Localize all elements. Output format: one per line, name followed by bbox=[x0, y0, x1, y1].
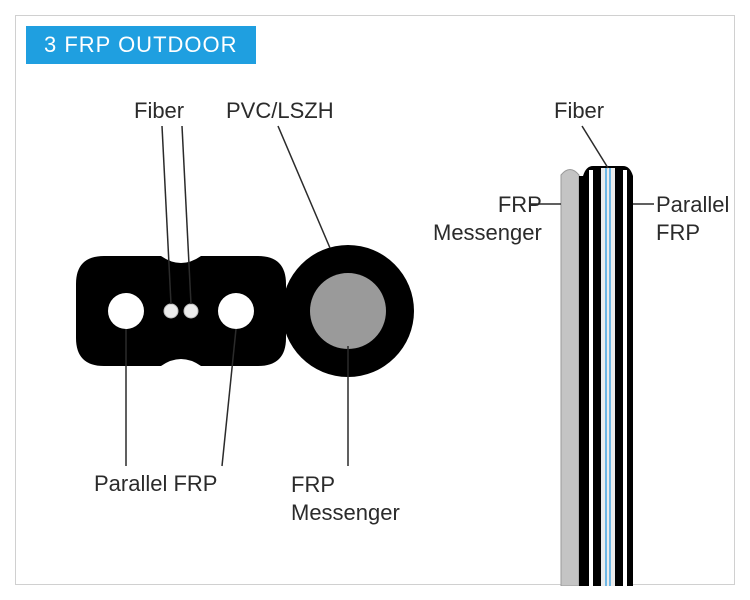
leader-fiber-2 bbox=[182, 126, 191, 304]
fiber-b bbox=[184, 304, 198, 318]
side-neck bbox=[579, 176, 583, 586]
leader-side-fiber bbox=[582, 126, 608, 168]
flat-cable-body bbox=[76, 256, 286, 366]
fiber-a bbox=[164, 304, 178, 318]
label-side-fiber: Fiber bbox=[554, 98, 604, 124]
messenger-inner bbox=[310, 273, 386, 349]
frp-left bbox=[108, 293, 144, 329]
label-side-parallel-frp: Parallel FRP bbox=[656, 191, 729, 246]
frp-right bbox=[218, 293, 254, 329]
side-flat-body bbox=[583, 166, 633, 586]
leader-pvc bbox=[278, 126, 330, 248]
label-pvc: PVC/LSZH bbox=[226, 98, 334, 124]
label-side-frp-messenger: FRP Messenger bbox=[433, 191, 542, 246]
messenger-outer bbox=[282, 245, 414, 377]
label-parallel-frp: Parallel FRP bbox=[94, 471, 217, 497]
side-frp-white-r bbox=[623, 170, 627, 586]
title-text: 3 FRP OUTDOOR bbox=[44, 32, 238, 57]
leader-fiber-1 bbox=[162, 126, 171, 304]
label-fiber: Fiber bbox=[134, 98, 184, 124]
label-frp-messenger: FRPMessenger bbox=[291, 471, 400, 526]
diagram-frame: 3 FRP OUTDOOR Fiber PVC/LSZH Parallel FR… bbox=[15, 15, 735, 585]
side-messenger bbox=[561, 170, 579, 587]
side-fiber-band bbox=[601, 168, 615, 586]
side-frp-white-l bbox=[589, 170, 593, 586]
title-bar: 3 FRP OUTDOOR bbox=[26, 26, 256, 64]
leader-pfrp-2 bbox=[222, 329, 236, 466]
